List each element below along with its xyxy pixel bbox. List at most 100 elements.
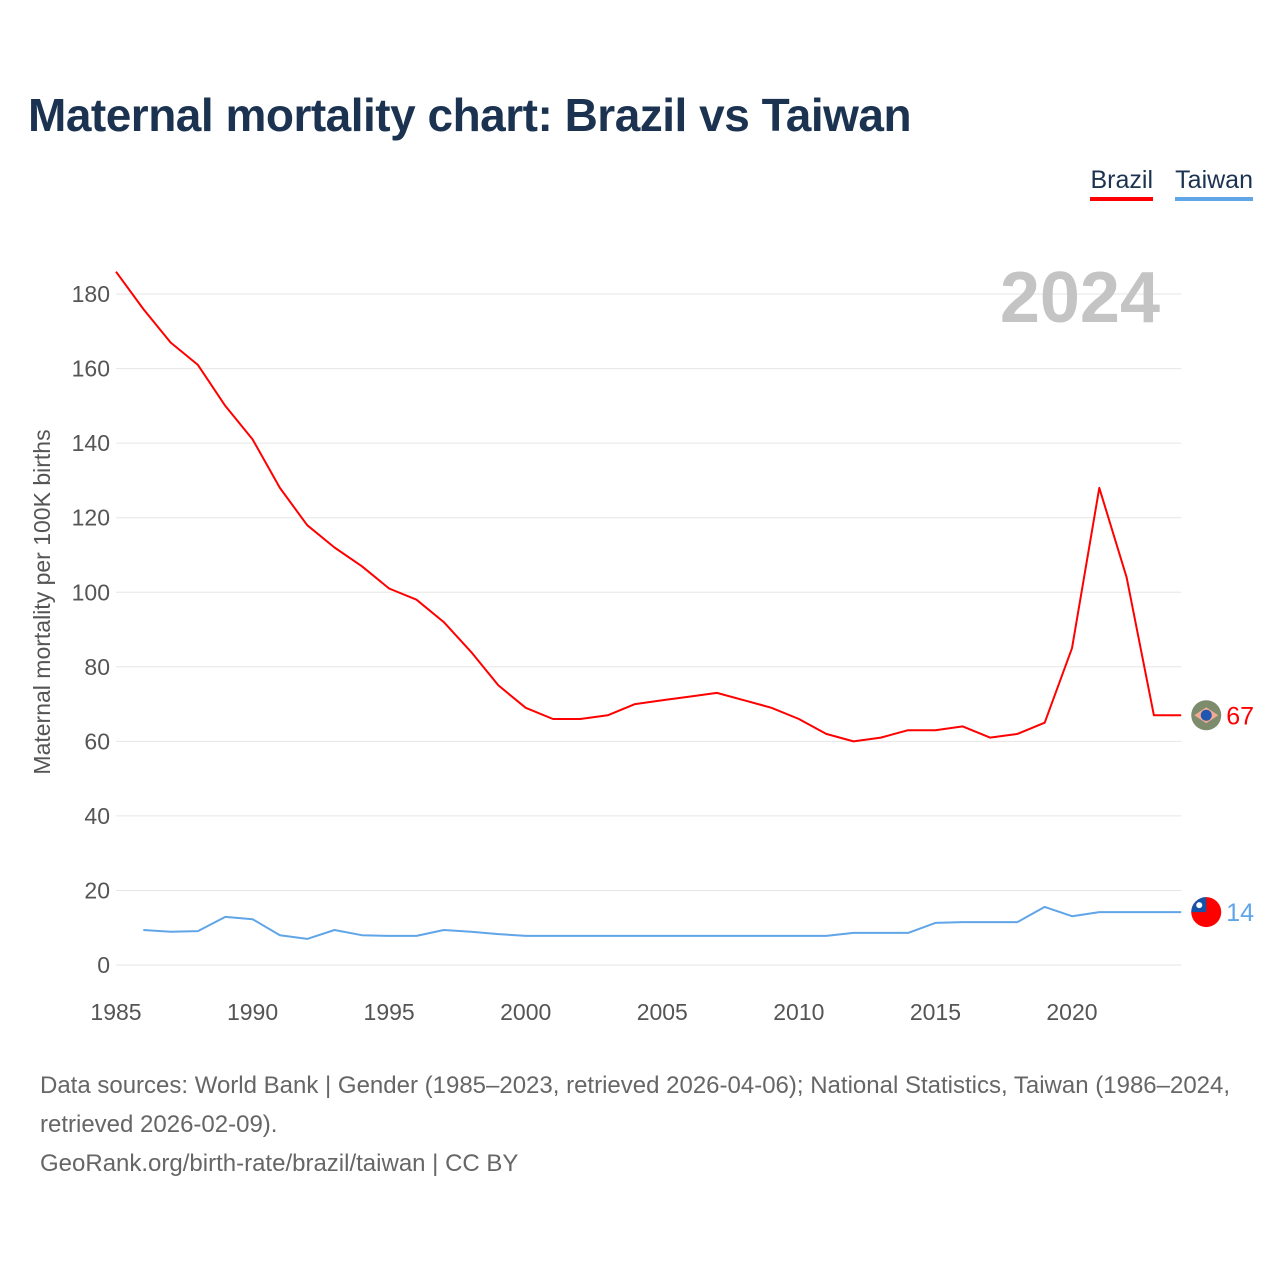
x-tick-label: 1985 bbox=[90, 999, 141, 1025]
data-point-brazil[interactable] bbox=[932, 727, 938, 733]
data-point-brazil[interactable] bbox=[878, 735, 884, 741]
legend-item-brazil[interactable]: Brazil bbox=[1090, 166, 1153, 201]
data-point-taiwan[interactable] bbox=[1069, 913, 1075, 919]
x-tick-label: 2020 bbox=[1046, 999, 1097, 1025]
data-point-brazil[interactable] bbox=[1096, 485, 1102, 491]
data-point-brazil[interactable] bbox=[905, 727, 911, 733]
data-point-taiwan[interactable] bbox=[687, 933, 693, 939]
y-tick-label: 0 bbox=[97, 952, 110, 978]
data-point-taiwan[interactable] bbox=[140, 927, 146, 933]
data-point-brazil[interactable] bbox=[687, 694, 693, 700]
y-tick-label: 120 bbox=[72, 505, 110, 531]
data-point-brazil[interactable] bbox=[632, 701, 638, 707]
data-sources: Data sources: World Bank | Gender (1985–… bbox=[40, 1072, 1231, 1138]
data-point-taiwan[interactable] bbox=[332, 927, 338, 933]
page-title: Maternal mortality chart: Brazil vs Taiw… bbox=[28, 89, 912, 141]
data-point-brazil[interactable] bbox=[495, 682, 501, 688]
data-point-taiwan[interactable] bbox=[714, 933, 720, 939]
data-point-taiwan[interactable] bbox=[632, 933, 638, 939]
data-point-brazil[interactable] bbox=[823, 731, 829, 737]
x-tick-label: 1995 bbox=[364, 999, 415, 1025]
y-tick-label: 40 bbox=[84, 803, 110, 829]
data-point-brazil[interactable] bbox=[332, 545, 338, 551]
credit-link[interactable]: GeoRank.org/birth-rate/brazil/taiwan | C… bbox=[40, 1150, 519, 1177]
data-point-brazil[interactable] bbox=[195, 362, 201, 368]
data-point-brazil[interactable] bbox=[359, 563, 365, 569]
data-point-taiwan[interactable] bbox=[605, 933, 611, 939]
end-value-label-taiwan: 14 bbox=[1226, 899, 1254, 927]
data-point-brazil[interactable] bbox=[987, 735, 993, 741]
data-point-brazil[interactable] bbox=[140, 306, 146, 312]
data-point-brazil[interactable] bbox=[550, 716, 556, 722]
data-point-taiwan[interactable] bbox=[195, 928, 201, 934]
data-point-taiwan[interactable] bbox=[659, 933, 665, 939]
legend-item-taiwan[interactable]: Taiwan bbox=[1175, 166, 1253, 201]
data-point-taiwan[interactable] bbox=[823, 933, 829, 939]
data-point-taiwan[interactable] bbox=[1178, 909, 1184, 915]
data-point-taiwan[interactable] bbox=[250, 916, 256, 922]
data-point-brazil[interactable] bbox=[960, 723, 966, 729]
data-point-taiwan[interactable] bbox=[1124, 909, 1130, 915]
data-point-brazil[interactable] bbox=[304, 522, 310, 528]
data-point-taiwan[interactable] bbox=[550, 933, 556, 939]
data-point-taiwan[interactable] bbox=[796, 933, 802, 939]
data-point-brazil[interactable] bbox=[222, 403, 228, 409]
data-point-taiwan[interactable] bbox=[960, 919, 966, 925]
data-point-brazil[interactable] bbox=[441, 619, 447, 625]
data-point-brazil[interactable] bbox=[1151, 712, 1157, 718]
data-point-taiwan[interactable] bbox=[468, 929, 474, 935]
data-point-brazil[interactable] bbox=[386, 586, 392, 592]
data-point-taiwan[interactable] bbox=[1151, 909, 1157, 915]
y-axis-label: Maternal mortality per 100K births bbox=[29, 429, 55, 774]
data-point-brazil[interactable] bbox=[413, 597, 419, 603]
data-point-brazil[interactable] bbox=[659, 697, 665, 703]
data-point-taiwan[interactable] bbox=[222, 914, 228, 920]
data-point-brazil[interactable] bbox=[1042, 720, 1048, 726]
data-point-brazil[interactable] bbox=[250, 436, 256, 442]
data-point-taiwan[interactable] bbox=[413, 933, 419, 939]
data-point-taiwan[interactable] bbox=[577, 933, 583, 939]
data-point-taiwan[interactable] bbox=[850, 930, 856, 936]
data-point-taiwan[interactable] bbox=[741, 933, 747, 939]
data-point-taiwan[interactable] bbox=[987, 919, 993, 925]
data-point-brazil[interactable] bbox=[277, 485, 283, 491]
footer: Data sources: World Bank | Gender (1985–… bbox=[40, 1066, 1240, 1183]
data-point-brazil[interactable] bbox=[1069, 645, 1075, 651]
data-point-taiwan[interactable] bbox=[905, 930, 911, 936]
data-point-taiwan[interactable] bbox=[1014, 919, 1020, 925]
data-point-taiwan[interactable] bbox=[495, 931, 501, 937]
data-point-brazil[interactable] bbox=[113, 269, 119, 275]
year-watermark: 2024 bbox=[1000, 258, 1160, 338]
y-tick-label: 160 bbox=[72, 356, 110, 382]
data-point-taiwan[interactable] bbox=[304, 936, 310, 942]
data-point-taiwan[interactable] bbox=[1042, 904, 1048, 910]
data-point-taiwan[interactable] bbox=[878, 930, 884, 936]
data-point-brazil[interactable] bbox=[1014, 731, 1020, 737]
data-point-taiwan[interactable] bbox=[168, 929, 174, 935]
data-point-brazil[interactable] bbox=[850, 738, 856, 744]
data-point-brazil[interactable] bbox=[523, 705, 529, 711]
data-point-brazil[interactable] bbox=[741, 697, 747, 703]
data-point-brazil[interactable] bbox=[168, 340, 174, 346]
data-point-taiwan[interactable] bbox=[441, 927, 447, 933]
data-point-taiwan[interactable] bbox=[523, 933, 529, 939]
data-point-brazil[interactable] bbox=[769, 705, 775, 711]
data-point-brazil[interactable] bbox=[1124, 574, 1130, 580]
series-line-taiwan bbox=[143, 905, 1182, 940]
data-point-taiwan[interactable] bbox=[386, 933, 392, 939]
data-point-brazil[interactable] bbox=[714, 690, 720, 696]
data-point-brazil[interactable] bbox=[796, 716, 802, 722]
data-point-taiwan[interactable] bbox=[769, 933, 775, 939]
y-tick-label: 80 bbox=[84, 654, 110, 680]
data-point-brazil[interactable] bbox=[468, 649, 474, 655]
y-tick-label: 60 bbox=[84, 728, 110, 754]
data-point-brazil[interactable] bbox=[605, 712, 611, 718]
data-point-brazil[interactable] bbox=[577, 716, 583, 722]
data-point-taiwan[interactable] bbox=[359, 932, 365, 938]
y-tick-label: 180 bbox=[72, 281, 110, 307]
data-point-taiwan[interactable] bbox=[277, 932, 283, 938]
data-point-brazil[interactable] bbox=[1178, 712, 1184, 718]
data-point-taiwan[interactable] bbox=[932, 920, 938, 926]
data-point-taiwan[interactable] bbox=[1096, 909, 1102, 915]
